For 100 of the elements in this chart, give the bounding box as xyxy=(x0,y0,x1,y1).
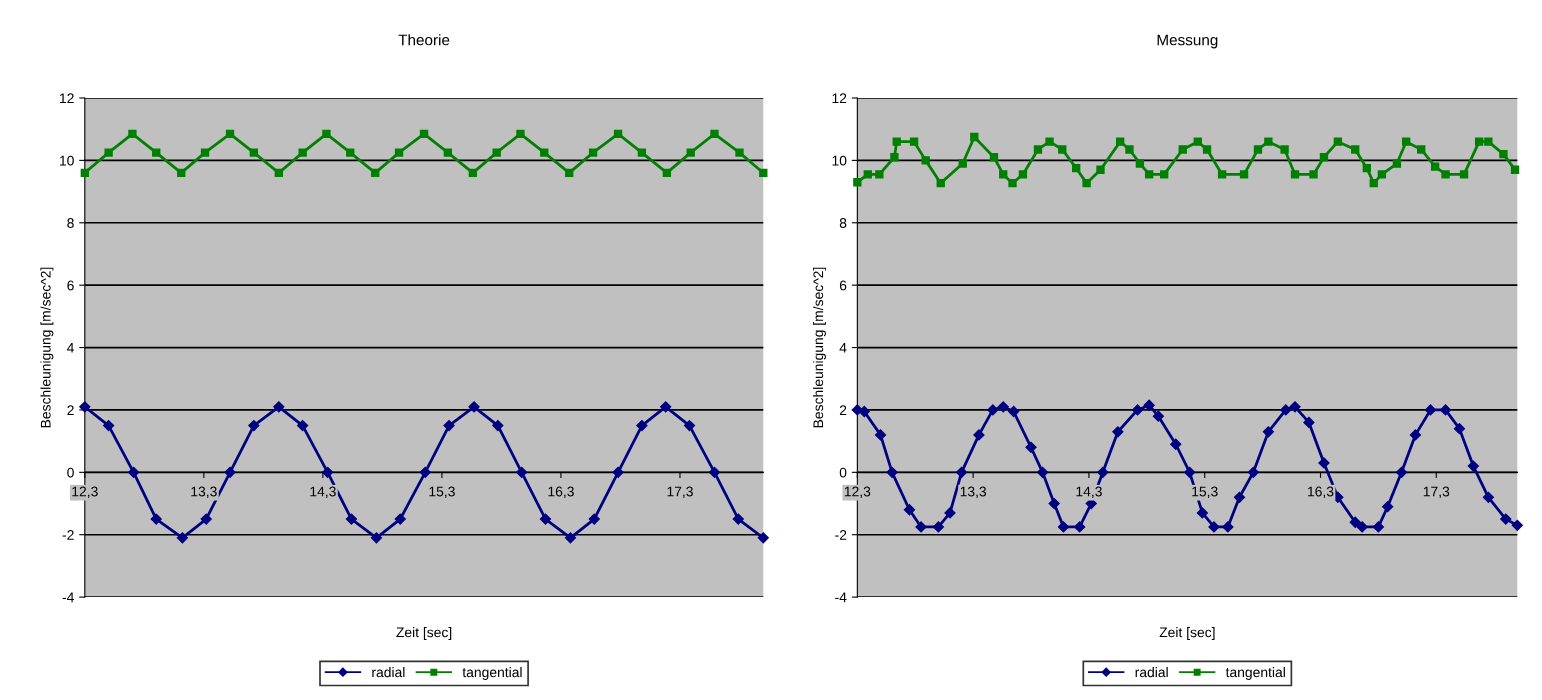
point xyxy=(921,156,930,165)
point xyxy=(1116,137,1125,146)
point xyxy=(1280,404,1292,416)
point xyxy=(1289,401,1301,413)
point xyxy=(492,419,504,432)
point xyxy=(1025,441,1037,453)
point xyxy=(345,513,358,525)
point xyxy=(1377,170,1387,179)
point xyxy=(944,507,956,519)
point xyxy=(1202,145,1212,154)
point xyxy=(686,148,695,157)
point xyxy=(443,148,453,157)
point xyxy=(1037,466,1049,478)
point xyxy=(1369,178,1378,188)
point xyxy=(1499,149,1508,159)
point xyxy=(1217,170,1227,179)
point xyxy=(1264,137,1273,146)
point xyxy=(104,148,113,157)
point xyxy=(1290,170,1300,179)
point xyxy=(909,137,919,146)
point xyxy=(177,168,186,178)
point xyxy=(1459,170,1469,179)
point xyxy=(1193,137,1202,146)
y-axis-title: Beschleunigung [m/sec^2] xyxy=(812,267,826,428)
point xyxy=(1135,159,1145,168)
point xyxy=(322,129,331,139)
y-tick-label: -4 xyxy=(835,592,847,603)
y-tick-label: -2 xyxy=(835,530,847,540)
point xyxy=(1362,164,1371,173)
point xyxy=(128,129,137,139)
point xyxy=(732,513,744,525)
point xyxy=(200,148,210,157)
point xyxy=(419,466,431,478)
point xyxy=(973,429,985,441)
point xyxy=(970,132,979,142)
y-tick-label: 2 xyxy=(839,405,847,415)
point xyxy=(565,168,574,178)
point xyxy=(249,148,259,157)
point xyxy=(1441,170,1450,179)
point xyxy=(1453,423,1466,435)
point xyxy=(915,521,927,533)
x-tick-label: 14,3 xyxy=(1076,486,1102,499)
point xyxy=(419,129,429,139)
point xyxy=(1045,137,1054,146)
point xyxy=(1280,145,1289,154)
y-tick-label: -2 xyxy=(62,530,74,540)
point xyxy=(80,168,89,178)
x-axis-title: Zeit [sec] xyxy=(396,627,452,640)
point xyxy=(394,513,406,525)
point xyxy=(1482,491,1494,503)
y-axis-title: Beschleunigung [m/sec^2] xyxy=(40,267,54,428)
point xyxy=(371,168,380,178)
point xyxy=(735,148,744,157)
y-tick-label: 8 xyxy=(67,218,74,228)
point xyxy=(1349,516,1361,528)
point xyxy=(1247,466,1259,478)
point xyxy=(79,401,91,413)
x-tick-label: 13,3 xyxy=(191,486,217,499)
point xyxy=(1131,404,1144,416)
point xyxy=(1239,170,1249,179)
point xyxy=(892,137,901,146)
point xyxy=(612,466,624,478)
y-tick-label: 12 xyxy=(832,93,847,104)
point xyxy=(637,148,647,157)
point xyxy=(297,419,309,432)
point xyxy=(1500,513,1512,525)
y-tick-label: 10 xyxy=(832,155,847,166)
point xyxy=(636,419,648,432)
y-tick-label: 0 xyxy=(839,467,847,478)
point xyxy=(1409,429,1422,441)
point xyxy=(1303,416,1315,429)
point xyxy=(958,159,967,168)
point xyxy=(662,168,672,178)
chart-title: Theorie xyxy=(398,34,450,46)
point xyxy=(274,168,283,178)
point xyxy=(1356,521,1368,533)
point xyxy=(1382,501,1394,513)
point xyxy=(932,521,945,533)
point xyxy=(370,532,383,544)
point xyxy=(540,148,549,157)
point xyxy=(1372,521,1384,533)
legend-label: tangential xyxy=(462,667,522,680)
y-tick-label: 12 xyxy=(60,93,74,104)
point xyxy=(1112,426,1124,438)
point xyxy=(936,178,945,188)
chart-title: Messung xyxy=(1157,34,1218,49)
point xyxy=(1208,521,1220,533)
point xyxy=(1160,170,1169,179)
point xyxy=(1424,404,1437,416)
point xyxy=(1309,170,1318,179)
point xyxy=(1074,521,1086,533)
point xyxy=(875,170,884,179)
point xyxy=(1392,159,1402,168)
point xyxy=(1196,507,1208,519)
point xyxy=(886,466,898,478)
point xyxy=(176,532,189,544)
point xyxy=(1474,137,1484,146)
point xyxy=(1439,404,1452,416)
point xyxy=(1082,178,1091,188)
x-tick-label: 14,3 xyxy=(310,486,336,499)
